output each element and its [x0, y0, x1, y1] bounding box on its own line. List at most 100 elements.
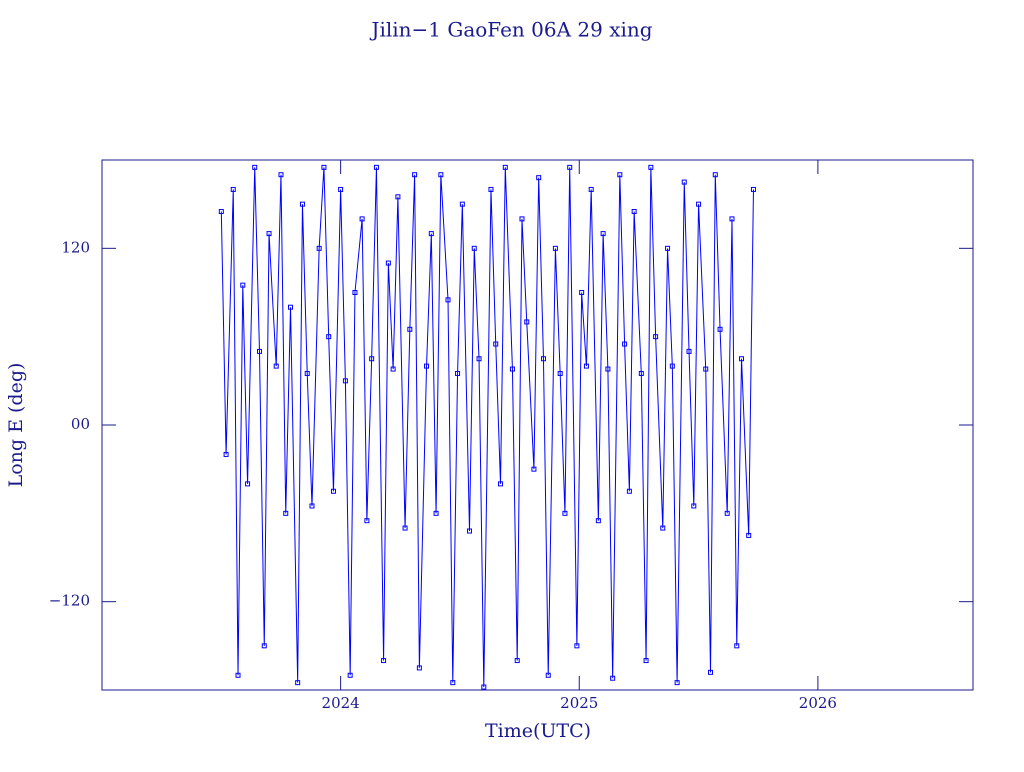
- point: [402, 525, 408, 531]
- point: [273, 363, 279, 369]
- point: [316, 245, 322, 251]
- point: [466, 528, 472, 534]
- point: [321, 164, 327, 170]
- point: [729, 216, 735, 222]
- point: [686, 348, 692, 354]
- point: [653, 334, 659, 340]
- point: [330, 488, 336, 494]
- point: [588, 186, 594, 192]
- point: [304, 370, 310, 376]
- point: [498, 481, 504, 487]
- point: [703, 366, 709, 372]
- point: [476, 356, 482, 362]
- point: [299, 201, 305, 207]
- point: [385, 260, 391, 266]
- point: [364, 518, 370, 524]
- chart-title: Jilin−1 GaoFen 06A 29 xing: [369, 18, 652, 42]
- point: [412, 172, 418, 178]
- point: [416, 665, 422, 671]
- point: [450, 680, 456, 686]
- x-tick-label: 2026: [799, 694, 837, 712]
- point: [665, 245, 671, 251]
- point: [669, 363, 675, 369]
- point: [717, 326, 723, 332]
- point: [369, 356, 375, 362]
- point: [712, 172, 718, 178]
- point: [531, 466, 537, 472]
- point: [283, 510, 289, 516]
- point: [395, 194, 401, 200]
- point: [708, 669, 714, 675]
- point: [218, 209, 224, 215]
- point: [278, 172, 284, 178]
- point: [509, 366, 515, 372]
- point: [681, 179, 687, 185]
- point: [734, 643, 740, 649]
- point: [390, 366, 396, 372]
- point: [739, 356, 745, 362]
- point: [223, 451, 229, 457]
- point: [438, 172, 444, 178]
- point: [471, 245, 477, 251]
- point: [381, 658, 387, 664]
- point: [536, 175, 542, 181]
- point: [433, 510, 439, 516]
- point: [493, 341, 499, 347]
- point: [696, 201, 702, 207]
- point: [579, 290, 585, 295]
- point: [295, 680, 301, 686]
- point: [567, 164, 573, 170]
- point: [638, 370, 644, 376]
- point: [245, 481, 251, 487]
- point: [545, 672, 551, 678]
- point: [266, 231, 272, 237]
- point: [342, 378, 348, 384]
- point: [524, 319, 530, 325]
- point: [252, 164, 258, 170]
- point: [240, 282, 246, 288]
- point: [502, 164, 508, 170]
- series-line: [220, 167, 754, 688]
- point: [583, 363, 589, 369]
- point: [519, 216, 525, 222]
- point: [326, 334, 332, 340]
- point: [235, 672, 241, 678]
- point: [631, 209, 637, 215]
- point: [445, 297, 451, 303]
- point: [674, 680, 680, 686]
- point: [230, 186, 236, 192]
- point: [724, 510, 730, 516]
- point: [347, 672, 353, 678]
- point: [309, 503, 315, 509]
- point: [600, 231, 606, 237]
- point: [459, 201, 465, 207]
- point: [648, 164, 654, 170]
- point: [750, 186, 756, 192]
- x-tick-label: 2024: [322, 694, 360, 712]
- point: [338, 186, 344, 192]
- y-tick-label: 00: [71, 415, 90, 433]
- y-tick-label: −120: [49, 592, 90, 610]
- point: [424, 363, 430, 369]
- point: [622, 341, 628, 347]
- point: [488, 186, 494, 192]
- point: [643, 658, 649, 664]
- point: [261, 643, 267, 649]
- point: [626, 488, 632, 494]
- point: [481, 684, 487, 690]
- point: [746, 532, 752, 538]
- x-tick-label: 2025: [560, 694, 598, 712]
- point: [359, 216, 365, 222]
- point: [407, 326, 413, 332]
- point: [617, 172, 623, 178]
- point: [691, 503, 697, 509]
- point: [514, 658, 520, 664]
- point: [428, 231, 434, 237]
- point: [574, 643, 580, 649]
- point: [660, 525, 666, 531]
- x-axis-label: Time(UTC): [485, 720, 591, 742]
- point: [562, 510, 568, 516]
- point: [595, 518, 601, 524]
- point: [605, 366, 611, 372]
